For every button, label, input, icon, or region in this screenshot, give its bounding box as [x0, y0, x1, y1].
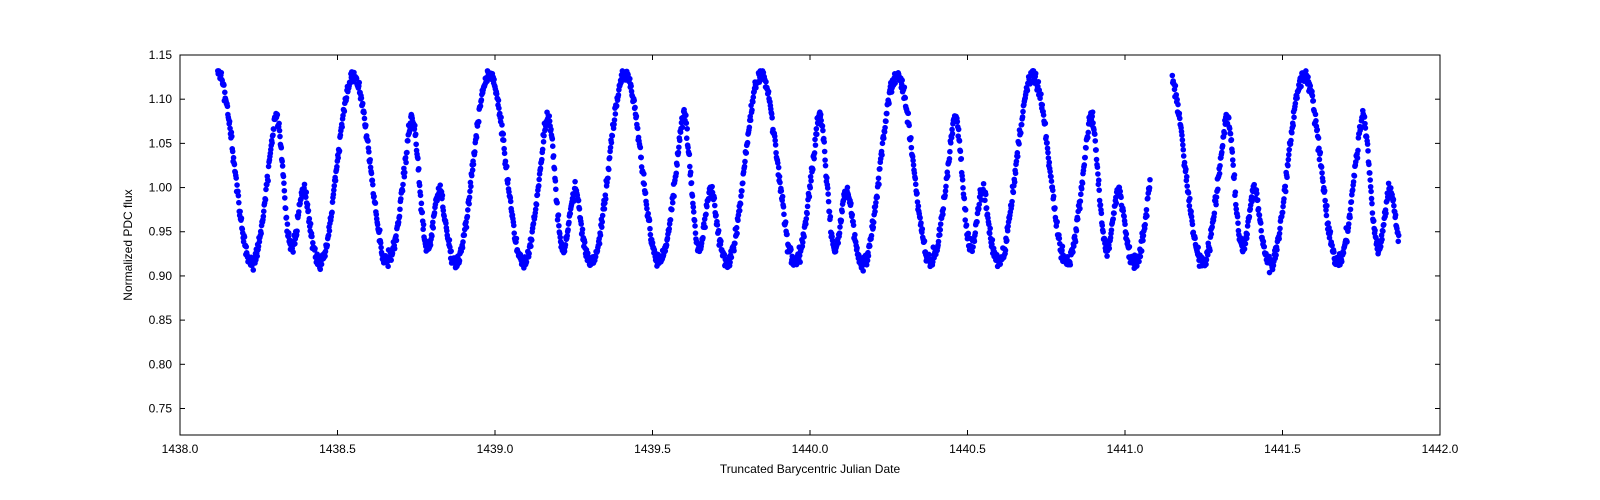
x-tick-label: 1439.5 — [634, 442, 671, 456]
y-tick-label: 0.75 — [149, 401, 173, 415]
x-tick-label: 1440.0 — [792, 442, 829, 456]
x-tick-label: 1441.0 — [1107, 442, 1144, 456]
x-axis-label: Truncated Barycentric Julian Date — [720, 462, 901, 476]
y-tick-label: 0.95 — [149, 225, 173, 239]
y-tick-label: 1.15 — [149, 48, 173, 62]
x-tick-label: 1440.5 — [949, 442, 986, 456]
x-tick-label: 1439.0 — [477, 442, 514, 456]
y-tick-label: 1.00 — [149, 181, 173, 195]
y-tick-label: 0.90 — [149, 269, 173, 283]
y-tick-label: 1.10 — [149, 92, 173, 106]
x-tick-label: 1441.5 — [1264, 442, 1301, 456]
x-tick-label: 1438.5 — [319, 442, 356, 456]
y-tick-label: 0.85 — [149, 313, 173, 327]
x-tick-label: 1442.0 — [1422, 442, 1459, 456]
chart-svg: 1438.0 1438.5 1439.0 1439.5 1440.0 1440.5 1441… — [0, 0, 1600, 500]
y-axis-label: Normalized PDC flux — [121, 189, 135, 300]
y-tick-label: 1.05 — [149, 136, 173, 150]
flux-lightcurve-chart: 1438.0 1438.5 1439.0 1439.5 1440.0 1440.5 1441… — [0, 0, 1600, 500]
x-tick-label: 1438.0 — [162, 442, 199, 456]
y-tick-label: 0.80 — [149, 357, 173, 371]
